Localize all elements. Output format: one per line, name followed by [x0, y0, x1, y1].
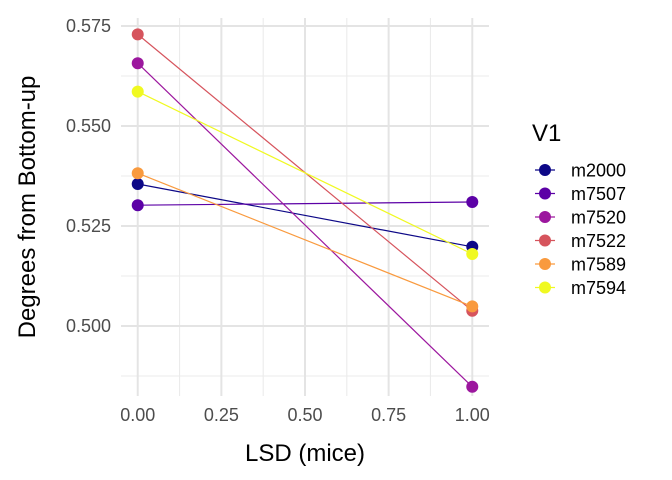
legend-label: m7507	[571, 184, 626, 204]
grid-major	[121, 18, 489, 396]
legend-item-m7507: m7507	[535, 184, 626, 204]
legend-item-m2000: m2000	[535, 161, 626, 181]
legend-key-point	[539, 164, 551, 176]
legend-key-point	[539, 258, 551, 270]
legend: V1 m2000 m7507 m7520 m7522 m7589 m7594	[532, 120, 626, 298]
legend-item-m7520: m7520	[535, 208, 626, 228]
data-point-m7589	[466, 300, 479, 313]
data-point-m7520	[131, 57, 144, 70]
legend-label: m7522	[571, 231, 626, 251]
x-axis-title: LSD (mice)	[245, 440, 365, 467]
series-line-m2000	[137, 183, 473, 248]
y-tick-label: 0.500	[66, 316, 111, 336]
series-line-m7594	[137, 91, 473, 255]
data-point-m7507	[131, 199, 144, 212]
x-tick-label: 1.00	[455, 405, 490, 425]
data-point-m7520	[466, 380, 479, 393]
data-point-m7589	[131, 167, 144, 180]
series-line-m7520	[137, 62, 473, 388]
y-axis-title: Degrees from Bottom-up	[14, 76, 41, 339]
legend-item-m7589: m7589	[535, 255, 626, 275]
x-tick-label: 0.25	[204, 405, 239, 425]
legend-label: m7520	[571, 208, 626, 228]
legend-label: m7589	[571, 255, 626, 275]
legend-label: m2000	[571, 161, 626, 181]
data-point-m7522	[131, 28, 144, 41]
y-tick-label: 0.575	[66, 16, 111, 36]
data-point-m7594	[466, 248, 479, 260]
legend-items: m2000 m7507 m7520 m7522 m7589 m7594	[535, 161, 626, 298]
data-point-m2000	[131, 178, 144, 190]
x-axis-ticks: 0.00 0.25 0.50 0.75 1.00	[120, 405, 490, 425]
x-tick-label: 0.50	[287, 405, 322, 425]
data-point-m7594	[131, 85, 144, 98]
series-points	[131, 28, 479, 393]
legend-item-m7594: m7594	[535, 278, 626, 298]
legend-item-m7522: m7522	[535, 231, 626, 251]
data-point-m7507	[466, 196, 479, 208]
legend-key-point	[539, 211, 551, 223]
legend-key-point	[539, 234, 551, 247]
series-line-m7589	[137, 172, 473, 307]
legend-key-point	[539, 187, 551, 200]
legend-title: V1	[532, 120, 561, 147]
y-axis-ticks: 0.500 0.525 0.550 0.575	[66, 16, 111, 336]
legend-label: m7594	[571, 278, 626, 298]
series-lines	[137, 33, 473, 388]
x-tick-label: 0.00	[120, 405, 155, 425]
y-tick-label: 0.525	[66, 216, 111, 236]
x-tick-label: 0.75	[371, 405, 406, 425]
legend-key-point	[539, 281, 551, 294]
y-tick-label: 0.550	[66, 116, 111, 136]
series-line-m7507	[137, 201, 473, 206]
